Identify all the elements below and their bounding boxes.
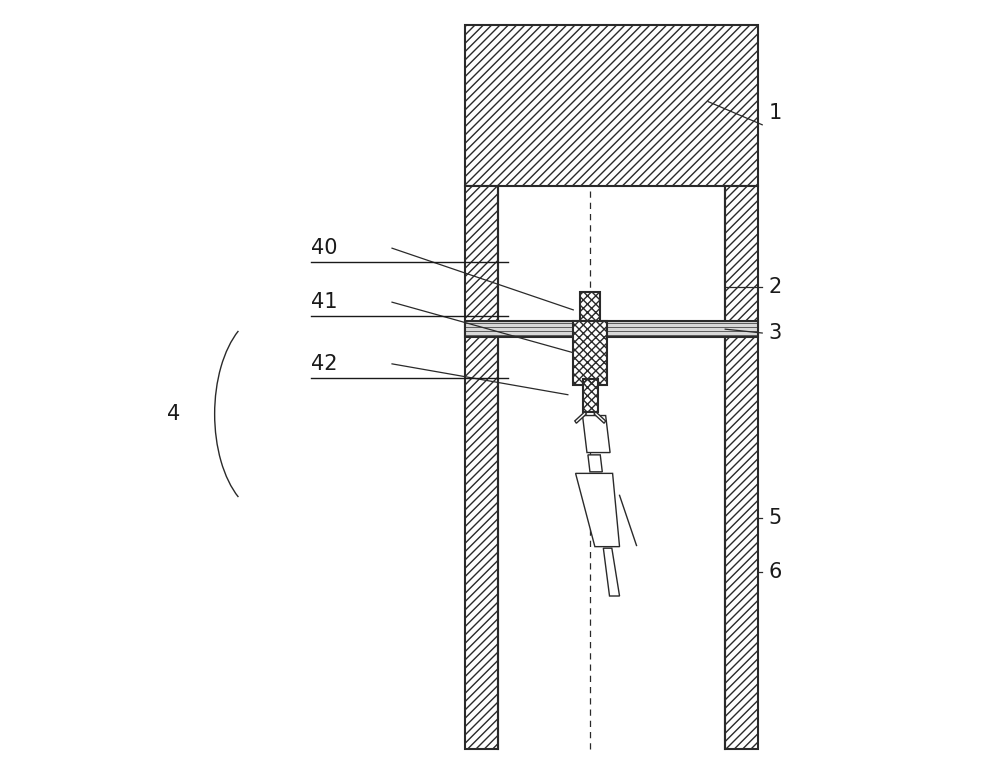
Text: 4: 4 bbox=[167, 404, 180, 424]
Polygon shape bbox=[583, 416, 610, 453]
Text: 5: 5 bbox=[768, 508, 782, 528]
Bar bbox=[580, 292, 600, 321]
Bar bbox=[465, 321, 758, 337]
Text: 6: 6 bbox=[768, 562, 782, 582]
Bar bbox=[465, 25, 758, 187]
Polygon shape bbox=[603, 548, 620, 596]
Bar bbox=[573, 321, 607, 385]
Text: 42: 42 bbox=[311, 354, 338, 374]
Bar bbox=[465, 187, 498, 749]
Bar bbox=[465, 25, 758, 187]
Bar bbox=[725, 187, 758, 749]
Bar bbox=[583, 379, 598, 412]
Text: 2: 2 bbox=[768, 277, 782, 296]
Polygon shape bbox=[594, 412, 606, 423]
Polygon shape bbox=[588, 455, 602, 472]
Polygon shape bbox=[576, 474, 620, 546]
Polygon shape bbox=[575, 412, 586, 423]
Bar bbox=[580, 292, 600, 321]
Bar bbox=[573, 321, 607, 385]
Bar bbox=[465, 187, 498, 749]
Text: 41: 41 bbox=[311, 292, 338, 312]
Text: 3: 3 bbox=[768, 323, 782, 343]
Bar bbox=[725, 187, 758, 749]
Bar bbox=[583, 379, 598, 412]
Text: 1: 1 bbox=[768, 103, 782, 123]
Text: 40: 40 bbox=[311, 238, 338, 259]
